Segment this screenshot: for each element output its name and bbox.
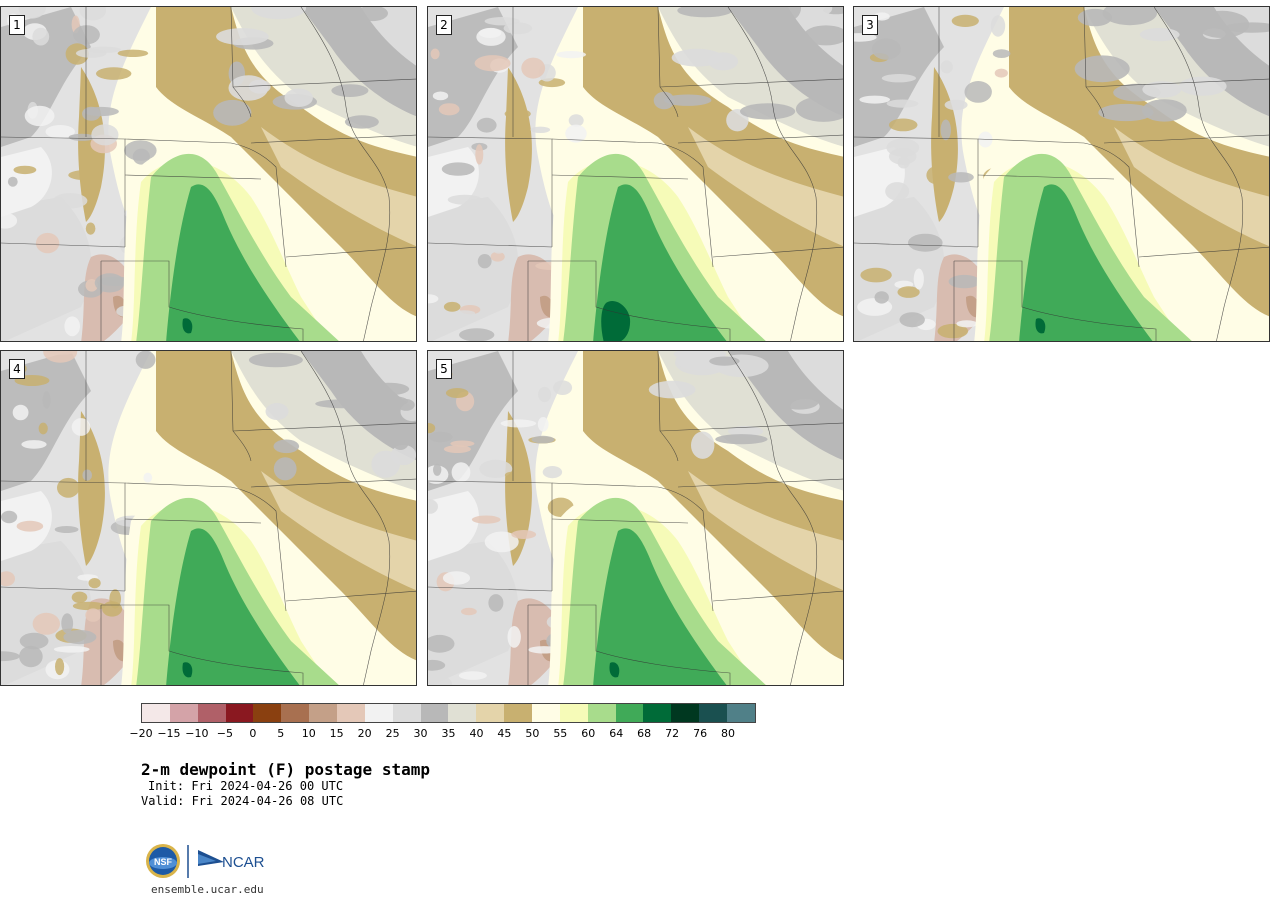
panel-number-label: 4 xyxy=(9,359,25,379)
nsf-logo-icon: NSF xyxy=(146,844,180,878)
logos: NSF NCAR xyxy=(144,842,274,882)
map-panel-2: 2 xyxy=(427,6,844,342)
colorbar-tick-label: 50 xyxy=(525,727,540,740)
init-time: Init: Fri 2024-04-26 00 UTC xyxy=(148,779,344,793)
colorbar-tick-label: 0 xyxy=(249,727,257,740)
colorbar-tick-label: −10 xyxy=(185,727,209,740)
colorbar-tick-label: 55 xyxy=(553,727,568,740)
colorbar xyxy=(141,703,756,723)
map-panel-4: 4 xyxy=(0,350,417,686)
colorbar-swatch xyxy=(420,704,449,722)
ncar-logo-icon: NCAR xyxy=(198,850,265,871)
valid-time: Valid: Fri 2024-04-26 08 UTC xyxy=(141,794,344,808)
colorbar-swatch xyxy=(448,704,477,722)
dewpoint-map xyxy=(428,351,843,685)
colorbar-swatch xyxy=(532,704,560,722)
ncar-logo-text: NCAR xyxy=(222,854,265,871)
colorbar-swatch xyxy=(392,704,421,722)
colorbar-swatch xyxy=(169,704,198,722)
nsf-logo-text: NSF xyxy=(154,857,173,867)
panel-number-label: 5 xyxy=(436,359,452,379)
colorbar-tick-label: 15 xyxy=(329,727,344,740)
chart-title: 2-m dewpoint (F) postage stamp xyxy=(141,760,430,779)
colorbar-swatch xyxy=(337,704,365,722)
map-panel-5: 5 xyxy=(427,350,844,686)
colorbar-swatch xyxy=(671,704,700,722)
colorbar-swatch xyxy=(142,704,170,722)
colorbar-swatch xyxy=(504,704,533,722)
colorbar-swatch xyxy=(253,704,282,722)
map-panel-3: 3 xyxy=(853,6,1270,342)
colorbar-swatch xyxy=(364,704,393,722)
colorbar-tick-label: 64 xyxy=(609,727,624,740)
colorbar-swatch xyxy=(476,704,505,722)
colorbar-swatch xyxy=(281,704,310,722)
panel-number-label: 1 xyxy=(9,15,25,35)
panel-number-label: 2 xyxy=(436,15,452,35)
colorbar-tick-label: 30 xyxy=(413,727,428,740)
colorbar-tick-label: 60 xyxy=(581,727,596,740)
colorbar-swatch xyxy=(699,704,728,722)
dewpoint-map xyxy=(1,7,416,341)
colorbar-tick-label: 40 xyxy=(469,727,484,740)
colorbar-swatch xyxy=(587,704,616,722)
colorbar-tick-label: 80 xyxy=(721,727,736,740)
colorbar-swatch xyxy=(197,704,226,722)
colorbar-tick-label: 20 xyxy=(357,727,372,740)
colorbar-tick-label: 5 xyxy=(277,727,285,740)
panel-number-label: 3 xyxy=(862,15,878,35)
colorbar-tick-label: 35 xyxy=(441,727,456,740)
colorbar-tick-label: −5 xyxy=(216,727,233,740)
colorbar-tick-label: 68 xyxy=(637,727,652,740)
colorbar-swatch xyxy=(559,704,588,722)
site-url: ensemble.ucar.edu xyxy=(151,883,264,896)
colorbar-tick-label: 10 xyxy=(301,727,316,740)
colorbar-tick-label: 45 xyxy=(497,727,512,740)
dewpoint-map xyxy=(428,7,843,341)
colorbar-swatch xyxy=(727,704,755,722)
colorbar-tick-label: −20 xyxy=(129,727,153,740)
dewpoint-map xyxy=(1,351,416,685)
colorbar-tick-label: 72 xyxy=(665,727,680,740)
map-panel-1: 1 xyxy=(0,6,417,342)
colorbar-tick-label: −15 xyxy=(157,727,181,740)
dewpoint-map xyxy=(854,7,1269,341)
colorbar-swatch xyxy=(615,704,644,722)
colorbar-swatch xyxy=(225,704,254,722)
colorbar-swatch xyxy=(309,704,338,722)
colorbar-swatch xyxy=(643,704,672,722)
colorbar-tick-label: 25 xyxy=(385,727,400,740)
colorbar-tick-label: 76 xyxy=(693,727,708,740)
